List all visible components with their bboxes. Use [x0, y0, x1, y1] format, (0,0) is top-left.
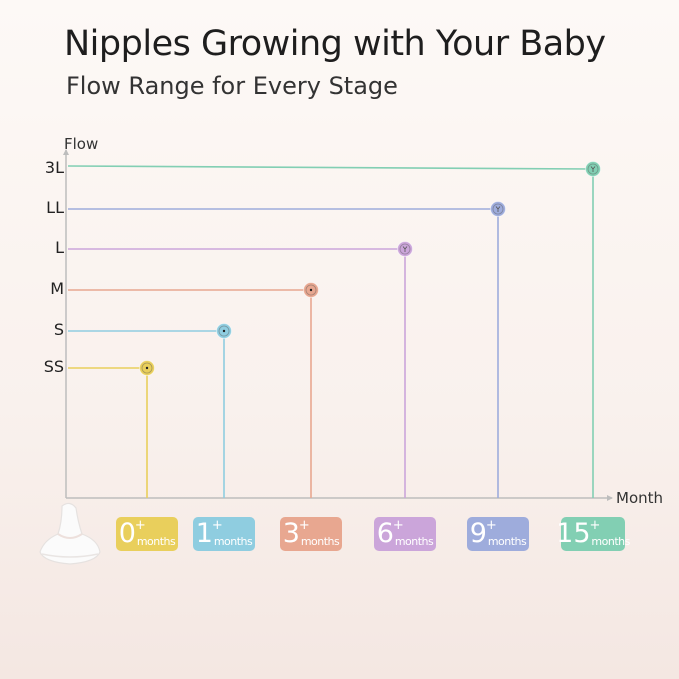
- badge-number: 1: [195, 518, 213, 549]
- nipple-marker-ring: [399, 243, 411, 255]
- badge-unit: months: [213, 535, 253, 548]
- month-badge-15: 15 + months: [556, 517, 630, 551]
- month-badge-1: 1 + months: [193, 517, 255, 551]
- badge-number: 0: [118, 518, 136, 549]
- nipple-product-icon: [39, 502, 101, 565]
- hole-dot-icon: [222, 329, 226, 333]
- month-badge-0: 0 + months: [116, 517, 178, 551]
- hole-dot-icon: [309, 288, 313, 292]
- badge-unit: months: [136, 535, 176, 548]
- badge-plus: +: [485, 518, 497, 533]
- y-tick-label: SS: [43, 357, 64, 376]
- chart-subtitle: Flow Range for Every Stage: [66, 72, 398, 100]
- badge-unit: months: [591, 535, 630, 548]
- hole-y-cut-icon: [590, 166, 596, 172]
- badge-unit: months: [394, 535, 434, 548]
- y-tick-label: M: [50, 279, 64, 298]
- nipple-marker-ring: [492, 203, 504, 215]
- y-tick-label: L: [55, 238, 64, 257]
- badge-plus: +: [589, 518, 601, 533]
- badge-plus: +: [298, 518, 310, 533]
- badge-plus: +: [134, 518, 146, 533]
- hole-y-cut-icon: [402, 246, 408, 252]
- badge-plus: +: [211, 518, 223, 533]
- badge-unit: months: [487, 535, 527, 548]
- month-badge-3: 3 + months: [280, 517, 342, 551]
- y-axis-arrow: [63, 149, 69, 155]
- x-axis-label: Month: [616, 489, 664, 507]
- x-axis-arrow: [607, 495, 613, 501]
- y-tick-label: 3L: [44, 158, 64, 177]
- y-tick-label: S: [53, 320, 64, 339]
- y-axis-label: Flow: [64, 135, 99, 153]
- badge-number: 9: [469, 518, 487, 549]
- hole-y-cut-icon: [495, 206, 501, 212]
- badge-number: 6: [376, 518, 394, 549]
- badge-number: 3: [282, 518, 300, 549]
- month-badge-6: 6 + months: [374, 517, 436, 551]
- hole-dot-icon: [145, 366, 149, 370]
- nipple-marker-ring: [587, 163, 599, 175]
- nipple-marker-ring: [305, 284, 317, 296]
- flow-line-3L: [67, 165, 594, 170]
- month-badge-9: 9 + months: [467, 517, 529, 551]
- badge-number: 15: [556, 518, 591, 549]
- badge-unit: months: [300, 535, 340, 548]
- badge-plus: +: [392, 518, 404, 533]
- nipple-marker-ring: [141, 362, 153, 374]
- chart-title: Nipples Growing with Your Baby: [64, 24, 606, 64]
- y-tick-label: LL: [46, 198, 64, 217]
- nipple-marker-ring: [218, 325, 230, 337]
